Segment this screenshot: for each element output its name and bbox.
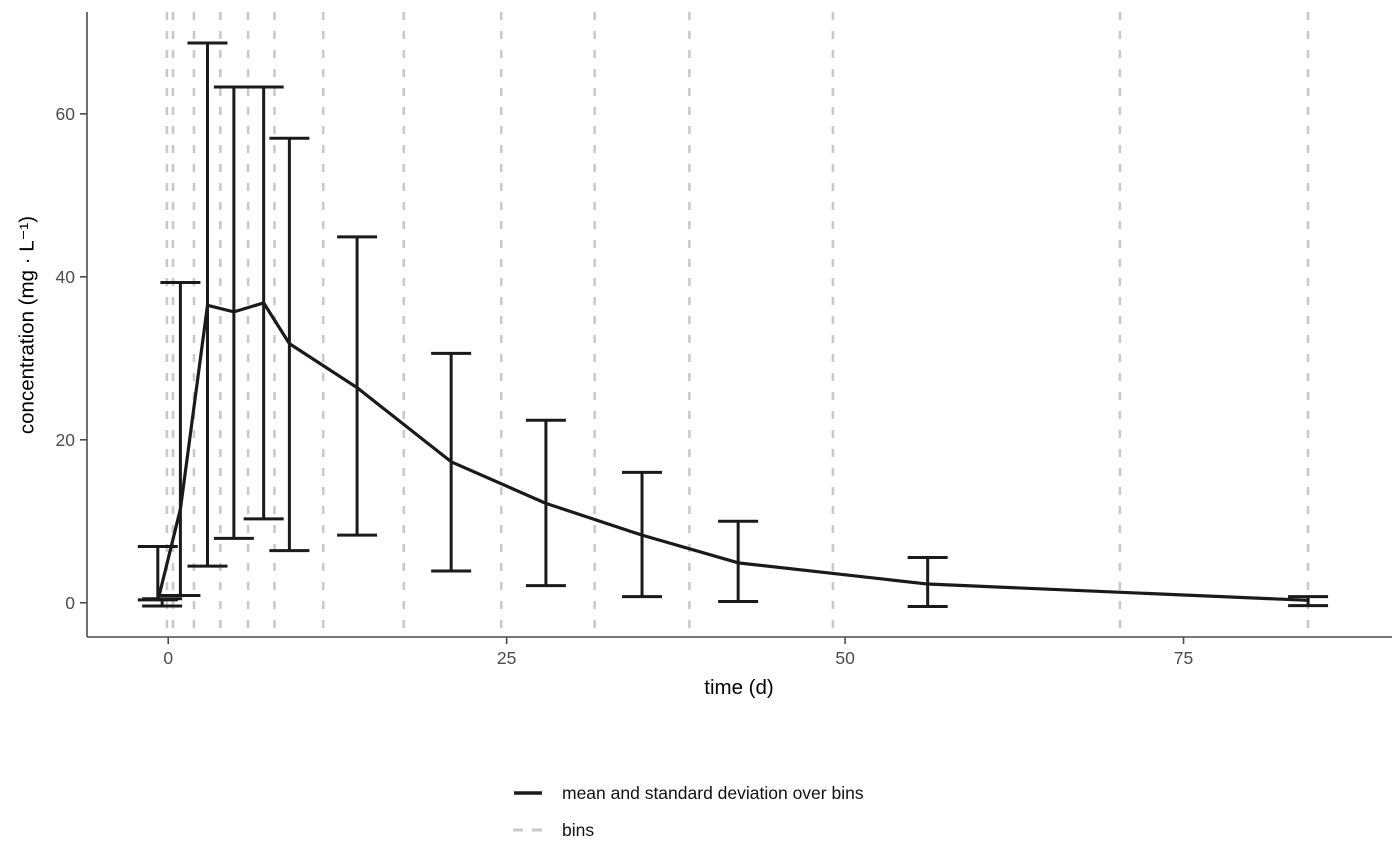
dashed-line-key-icon [513,828,543,832]
legend-label-mean: mean and standard deviation over bins [562,782,864,803]
x-tick-label: 25 [497,648,516,668]
x-tick-label: 75 [1174,648,1193,668]
error-bar [160,281,201,597]
y-tick-label: 20 [56,430,76,450]
plot-area: 0 25 50 75 0 20 40 60 [56,12,1392,668]
solid-line-key-icon [514,791,542,795]
legend: mean and standard deviation over bins bi… [513,780,864,843]
legend-label-bins: bins [562,819,595,840]
y-tick-label: 60 [56,104,76,124]
y-axis-title: concentration (mg · L⁻¹) [15,215,39,435]
bin-lines [165,12,1310,637]
legend-item-bins: bins [513,817,864,843]
error-bar [907,556,948,608]
error-bars [137,41,1329,608]
tick-labels: 0 25 50 75 0 20 40 60 [56,104,1194,668]
axes [86,12,1392,638]
y-tick-label: 0 [65,593,75,613]
x-tick-label: 50 [835,648,855,668]
error-bar [142,597,183,608]
y-tick-label: 40 [56,267,76,287]
x-tick-label: 0 [163,648,173,668]
legend-item-mean: mean and standard deviation over bins [513,780,864,806]
mean-sd-line [156,301,1310,602]
error-bar [137,545,178,602]
tick-marks [80,113,1185,644]
x-axis-title: time (d) [704,676,774,699]
